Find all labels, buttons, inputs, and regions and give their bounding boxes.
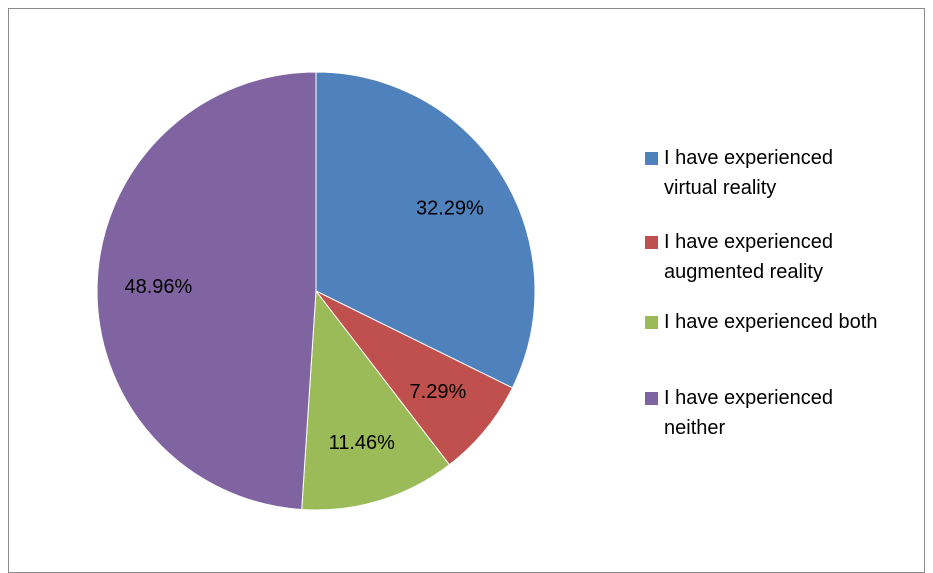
- legend-label-line1: I have experienced: [664, 147, 834, 169]
- pie-slices: [96, 71, 536, 511]
- legend-label-line1: I have experienced both: [664, 311, 878, 333]
- legend-swatch-virtual-reality: [645, 152, 658, 165]
- data-label-both: 11.46%: [329, 432, 396, 454]
- data-label-augmented-reality: 7.29%: [410, 381, 467, 403]
- pie-slice-neither: [96, 71, 317, 511]
- legend-label-line1: I have experienced: [664, 387, 834, 409]
- chart-frame: 32.29% 7.29% 11.46% 48.96% I have experienc…: [8, 8, 925, 573]
- pie-chart: 32.29% 7.29% 11.46% 48.96%: [96, 71, 536, 511]
- legend-swatch-neither: [645, 392, 658, 405]
- pie-data-labels: 32.29% 7.29% 11.46% 48.96%: [124, 198, 484, 454]
- pie-slice-virtual-reality: [315, 71, 536, 389]
- legend-swatch-augmented-reality: [645, 236, 658, 249]
- data-label-neither: 48.96%: [124, 276, 192, 298]
- pie-slice-both: [301, 289, 451, 511]
- data-label-virtual-reality: 32.29%: [416, 198, 484, 220]
- legend-label-line2: augmented reality: [664, 261, 823, 283]
- legend-label-line1: I have experienced: [664, 231, 834, 253]
- legend-label-line2: neither: [664, 417, 726, 439]
- legend-label-line2: virtual reality: [664, 177, 777, 199]
- pie-slice-augmented-reality: [315, 290, 514, 466]
- legend-swatch-both: [645, 316, 658, 329]
